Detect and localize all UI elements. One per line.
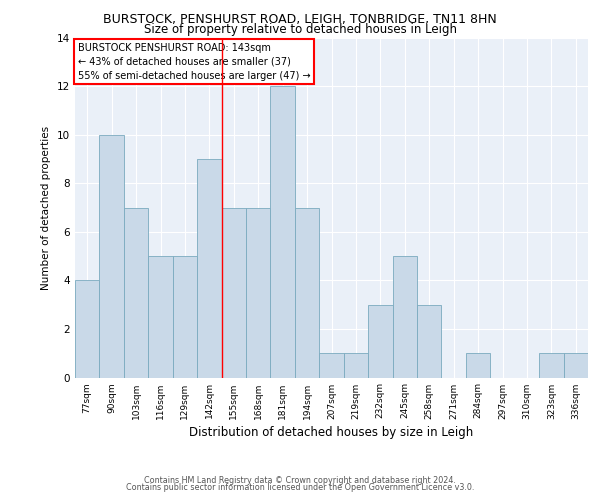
Text: BURSTOCK, PENSHURST ROAD, LEIGH, TONBRIDGE, TN11 8HN: BURSTOCK, PENSHURST ROAD, LEIGH, TONBRID… [103, 12, 497, 26]
Bar [173, 256, 197, 378]
Bar [221, 208, 246, 378]
Bar [344, 353, 368, 378]
Bar [319, 353, 344, 378]
Bar [148, 256, 173, 378]
Bar [539, 353, 563, 378]
X-axis label: Distribution of detached houses by size in Leigh: Distribution of detached houses by size … [190, 426, 473, 438]
Bar [392, 256, 417, 378]
Bar [124, 208, 148, 378]
Bar [100, 134, 124, 378]
Bar [197, 159, 221, 378]
Text: Contains HM Land Registry data © Crown copyright and database right 2024.: Contains HM Land Registry data © Crown c… [144, 476, 456, 485]
Bar [246, 208, 271, 378]
Bar [75, 280, 100, 378]
Text: Size of property relative to detached houses in Leigh: Size of property relative to detached ho… [143, 22, 457, 36]
Bar [417, 304, 442, 378]
Text: BURSTOCK PENSHURST ROAD: 143sqm
← 43% of detached houses are smaller (37)
55% of: BURSTOCK PENSHURST ROAD: 143sqm ← 43% of… [77, 42, 310, 80]
Bar [368, 304, 392, 378]
Y-axis label: Number of detached properties: Number of detached properties [41, 126, 52, 290]
Bar [271, 86, 295, 378]
Bar [563, 353, 588, 378]
Bar [295, 208, 319, 378]
Text: Contains public sector information licensed under the Open Government Licence v3: Contains public sector information licen… [126, 484, 474, 492]
Bar [466, 353, 490, 378]
